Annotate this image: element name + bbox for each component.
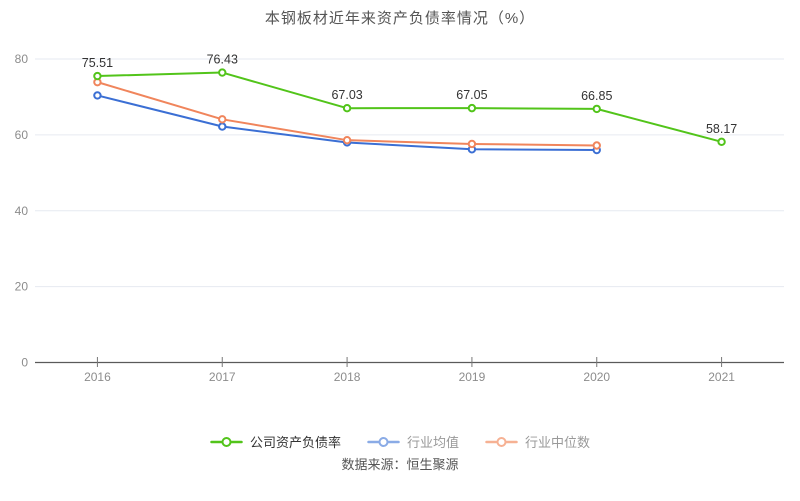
legend-item-company-debt-ratio[interactable]: 公司资产负债率: [210, 432, 341, 451]
y-axis-label: 20: [15, 280, 29, 294]
chart-title: 本钢板材近年来资产负债率情况（%）: [264, 10, 536, 27]
data-point-marker: [218, 115, 227, 124]
data-point-marker: [717, 137, 726, 147]
data-point-label: 58.17: [706, 122, 737, 136]
x-axis-label: 2020: [583, 370, 610, 384]
x-axis-label: 2019: [459, 370, 486, 384]
y-axis-label: 80: [15, 52, 29, 66]
x-axis-label: 2017: [209, 370, 236, 384]
line-chart: 0 20 40 60 80 2016 2017 2018 2019 2020 2021 75.51 76…: [15, 52, 784, 384]
x-axis-label: 2021: [708, 370, 735, 384]
data-point-marker: [467, 103, 477, 113]
y-axis-label: 60: [15, 128, 29, 142]
data-point-marker: [342, 135, 352, 145]
data-point-marker: [592, 141, 601, 150]
data-point-marker: [342, 104, 352, 113]
legend-item-industry-median[interactable]: 行业中位数: [485, 432, 590, 451]
data-point-marker: [218, 122, 227, 131]
data-point-marker: [467, 139, 477, 149]
data-source: 数据来源：恒生聚源: [341, 457, 459, 472]
data-point-marker: [592, 104, 601, 114]
data-point-label: 76.43: [207, 53, 238, 67]
data-point-marker: [93, 91, 102, 100]
series-line: [96, 71, 723, 143]
data-point-label: 67.03: [331, 88, 362, 102]
chart-legend: 公司资产负债率 行业均值 行业中位数: [0, 432, 800, 451]
legend-item-industry-mean[interactable]: 行业均值: [367, 432, 459, 451]
data-point-label: 75.51: [82, 56, 113, 70]
line-marker-icon: [210, 436, 243, 447]
data-point-marker: [93, 71, 102, 81]
legend-label: 公司资产负债率: [249, 435, 341, 450]
x-axis-label: 2018: [334, 370, 361, 384]
data-point-label: 66.85: [581, 89, 612, 103]
x-axis-label: 2016: [84, 370, 111, 384]
data-point-label: 67.05: [456, 88, 487, 102]
legend-label: 行业均值: [406, 435, 459, 450]
legend-label: 行业中位数: [525, 435, 591, 450]
line-marker-icon: [485, 436, 518, 447]
y-axis-label: 40: [15, 204, 29, 218]
line-marker-icon: [367, 436, 400, 447]
y-axis-label: 0: [21, 356, 28, 370]
data-point-marker: [218, 68, 227, 77]
